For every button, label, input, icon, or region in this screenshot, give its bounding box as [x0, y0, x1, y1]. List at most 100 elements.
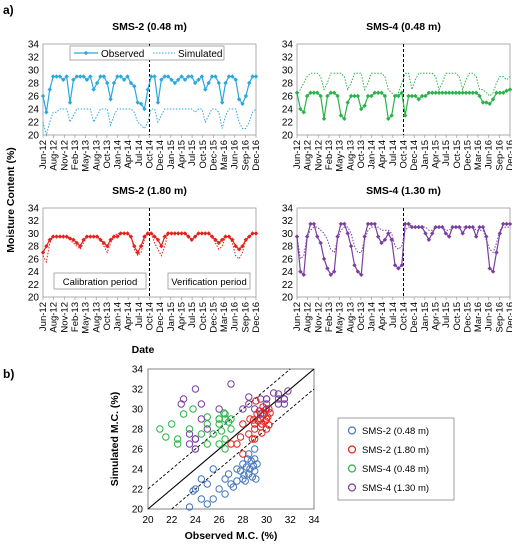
scatter-point: [233, 465, 241, 473]
observed-point: [61, 77, 66, 82]
scatter-point: [262, 400, 271, 408]
scatter-point: [185, 503, 194, 511]
observed-point: [294, 234, 300, 239]
scatter-point: [227, 380, 235, 388]
x-tick-label: Dec-16: [251, 302, 262, 333]
panel-b-label: b): [3, 367, 14, 381]
x-tick-label: Nov-12: [313, 302, 324, 333]
observed-point: [345, 100, 350, 105]
observed-point: [423, 93, 428, 99]
observed-point: [71, 237, 76, 242]
scatter-point: [156, 425, 164, 433]
scatter-x-tick-label: 34: [308, 515, 320, 526]
observed-point: [219, 100, 225, 105]
observed-point: [409, 224, 415, 230]
x-tick-label: Nov-12: [59, 302, 70, 333]
scatter-ylabel: Simulated M.C. (%): [109, 392, 121, 487]
x-tick-label: Dec-14: [155, 140, 166, 171]
observed-point: [416, 224, 421, 230]
observed-point: [389, 237, 394, 242]
observed-point: [294, 90, 300, 95]
x-tick-label: Jul-14: [388, 302, 399, 328]
observed-point: [304, 93, 310, 99]
observed-point: [155, 237, 161, 242]
x-tick-label: Dec-15: [208, 302, 219, 333]
scatter-point: [274, 390, 283, 398]
observed-point: [467, 90, 472, 95]
observed-point: [460, 90, 465, 95]
observed-point: [467, 224, 472, 230]
y-tick-label: 20: [28, 293, 40, 304]
observed-point: [392, 93, 398, 99]
scatter-point: [252, 397, 260, 405]
observed-point: [477, 224, 482, 230]
observed-point: [192, 80, 198, 86]
scatter-point: [240, 471, 248, 479]
scatter-x-tick-label: 32: [285, 515, 297, 526]
y-tick-label: 20: [282, 293, 294, 304]
scatter-point: [221, 435, 229, 443]
observed-point: [504, 221, 509, 227]
scatter-point: [252, 475, 260, 483]
x-tick-label: Oct-13: [356, 302, 367, 331]
observed-point: [57, 234, 63, 239]
observed-point: [328, 90, 334, 95]
y-tick-label: 24: [282, 267, 294, 278]
observed-point: [179, 231, 184, 236]
observed-point: [121, 77, 127, 82]
x-tick-label: Dec-14: [409, 140, 420, 171]
observed-point: [494, 250, 499, 255]
observed-point: [81, 237, 86, 242]
scatter-point: [197, 415, 206, 423]
scatter-point: [215, 405, 223, 413]
observed-point: [348, 93, 354, 99]
scatter-xlabel: Observed M.C. (%): [185, 530, 278, 542]
y-tick-label: 30: [282, 229, 294, 240]
scatter-point: [251, 435, 259, 443]
observed-point: [135, 100, 140, 105]
observed-point: [108, 237, 113, 242]
observed-point: [77, 243, 83, 249]
ts-ylabel: Moisture Content (%): [5, 147, 17, 253]
observed-point: [199, 74, 205, 79]
observed-point: [436, 224, 442, 230]
observed-point: [342, 221, 347, 227]
observed-point: [490, 97, 496, 102]
scatter-legend-marker: [347, 426, 357, 435]
observed-point: [338, 113, 344, 118]
scatter-y-tick-label: 28: [132, 425, 144, 436]
observed-point: [484, 100, 489, 105]
observed-point: [328, 272, 334, 277]
observed-point: [413, 93, 418, 99]
scatter-y-tick-label: 32: [132, 385, 144, 396]
y-tick-label: 32: [28, 216, 40, 227]
scatter-point: [185, 425, 194, 433]
scatter-legend-label: SMS-4 (0.48 m): [362, 464, 429, 475]
calibration-box: [53, 272, 147, 290]
observed-point: [396, 93, 401, 99]
verification-label: Verification period: [171, 277, 247, 288]
observed-point: [57, 74, 63, 79]
observed-point: [138, 243, 144, 249]
x-tick-label: Dec-16: [251, 140, 262, 171]
scatter-point: [221, 475, 229, 483]
observed-point: [419, 93, 425, 99]
observed-point: [426, 90, 432, 95]
scatter-point: [254, 417, 262, 425]
observed-point: [480, 224, 486, 230]
y-tick-label: 26: [28, 92, 40, 103]
scatter-point: [233, 440, 241, 448]
observed-point: [402, 113, 408, 118]
observed-point: [128, 80, 134, 86]
observed-point: [253, 74, 259, 79]
y-tick-label: 34: [28, 204, 40, 215]
observed-point: [372, 221, 377, 227]
scatter-point: [224, 470, 233, 478]
observed-point: [386, 116, 391, 121]
y-tick-label: 32: [282, 216, 294, 227]
x-tick-label: Aug-12: [49, 140, 60, 171]
scatter-point: [239, 475, 247, 483]
observed-point: [67, 100, 73, 105]
observed-point: [230, 237, 235, 242]
x-tick-label: Jul-15: [441, 140, 452, 166]
